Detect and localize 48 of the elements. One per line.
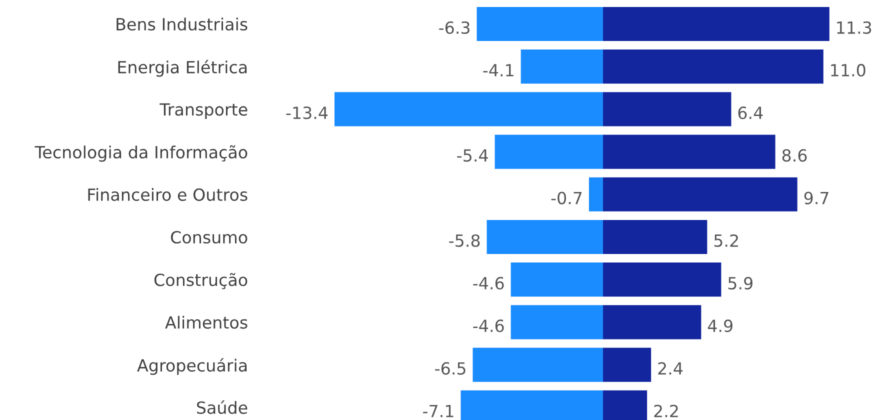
bar xyxy=(602,177,798,212)
bar xyxy=(602,92,732,126)
data-label: 8.6 xyxy=(782,149,807,162)
data-label: 4.9 xyxy=(708,320,732,332)
data-label: -0.7 xyxy=(551,192,582,204)
y-tick-label: Alimentos xyxy=(165,316,248,329)
y-tick-label: Consumo xyxy=(170,230,248,244)
y-tick-label: Construção xyxy=(154,272,248,290)
bar xyxy=(602,50,824,84)
data-label: 9.7 xyxy=(804,192,828,204)
bar xyxy=(510,305,603,340)
data-label: -4.1 xyxy=(483,64,514,76)
bar xyxy=(520,50,603,84)
data-label: -5.4 xyxy=(457,149,488,162)
bar xyxy=(510,262,603,297)
data-label: -6.3 xyxy=(439,21,470,34)
data-label: 2.2 xyxy=(654,404,678,418)
data-label: -4.6 xyxy=(473,320,504,332)
y-tick-label: Tecnologia da Informação xyxy=(34,145,248,162)
bar xyxy=(494,134,603,169)
data-label: 11.3 xyxy=(837,21,872,34)
bar xyxy=(602,134,776,169)
y-tick-label: Saúde xyxy=(197,400,248,414)
data-label: 6.4 xyxy=(738,106,763,120)
y-tick-label: Energia Elétrica xyxy=(118,60,247,77)
bar xyxy=(334,92,603,126)
data-label: 2.4 xyxy=(658,362,683,374)
data-label: -4.6 xyxy=(473,276,504,290)
bar xyxy=(602,348,652,382)
y-tick-label: Financeiro e Outros xyxy=(88,188,248,201)
bar xyxy=(476,6,603,42)
data-label: -5.8 xyxy=(449,234,480,247)
bar xyxy=(602,262,722,297)
bar xyxy=(602,220,708,254)
data-label: 11.0 xyxy=(831,64,866,77)
y-tick-label: Agropecuária xyxy=(137,358,247,375)
y-tick-label: Transporte xyxy=(160,103,248,119)
y-tick-label: Bens Industriais xyxy=(116,18,248,31)
bar xyxy=(588,177,603,212)
data-label: -7.1 xyxy=(423,404,454,418)
bar xyxy=(486,220,603,254)
bar xyxy=(602,305,702,340)
data-label: 5.9 xyxy=(728,276,752,290)
data-label: -13.4 xyxy=(286,106,328,120)
bar xyxy=(602,6,830,42)
data-label: 5.2 xyxy=(714,234,738,247)
data-label: -6.5 xyxy=(435,362,466,375)
bar xyxy=(472,348,603,382)
